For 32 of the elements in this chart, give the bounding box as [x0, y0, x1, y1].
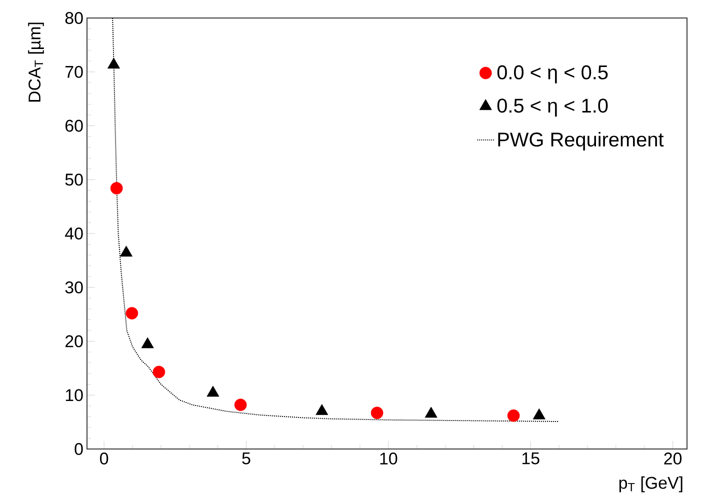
- y-tick-label: 10: [66, 389, 83, 402]
- legend-label: PWG Requirement: [498, 132, 664, 151]
- point: [206, 386, 220, 397]
- x-tick-label: 10: [380, 452, 398, 465]
- point: [120, 246, 132, 257]
- y-axis-title: DCA$_{T}$ [µm]: [28, 22, 44, 102]
- point: [507, 409, 520, 422]
- point: [141, 337, 154, 348]
- y-tick-label: 20: [66, 335, 83, 348]
- legend-label: 0.0 < η < 0.5: [497, 65, 608, 84]
- y-tick-label: 40: [65, 228, 83, 240]
- y-tick-label: 30: [65, 281, 83, 294]
- point: [316, 404, 328, 415]
- point: [152, 366, 166, 378]
- point: [110, 182, 123, 194]
- x-tick-label: 5: [242, 452, 250, 464]
- x-tick-label: 0: [100, 452, 108, 465]
- y-tick-label: 80: [65, 12, 83, 24]
- y-tick-label: 0: [74, 443, 83, 455]
- y-tick-label: 50: [65, 174, 83, 186]
- point: [234, 398, 247, 411]
- point: [532, 408, 546, 420]
- point: [424, 406, 438, 418]
- x-tick-label: 20: [664, 452, 682, 465]
- y-tick-label: 60: [66, 120, 83, 132]
- x-tick-label: 15: [522, 452, 540, 464]
- point: [370, 406, 384, 420]
- legend-label: 0.5 < η < 1.0: [497, 98, 608, 117]
- point: [126, 307, 138, 320]
- x-axis-title: p$_{T}$ [GeV]: [619, 476, 682, 492]
- y-tick-label: 70: [66, 66, 83, 78]
- point: [107, 58, 120, 69]
